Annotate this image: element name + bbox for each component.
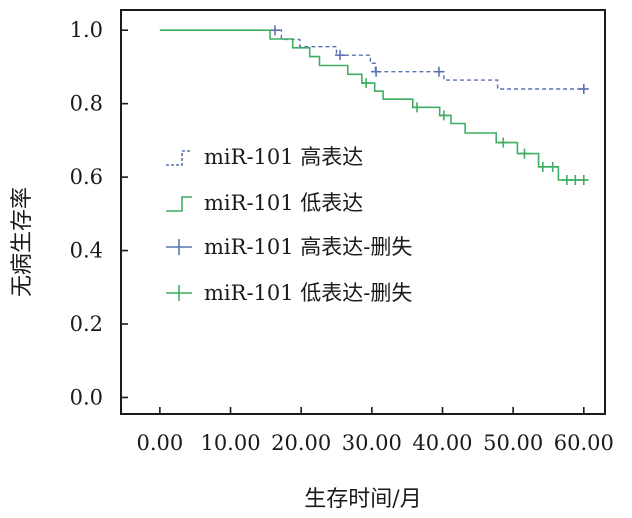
censor-mark-high [335, 50, 346, 61]
legend-label: miR-101 高表达 [204, 145, 363, 169]
censor-mark-low [498, 137, 509, 148]
y-tick-label: 0.0 [70, 385, 103, 409]
censor-mark-low [547, 161, 558, 172]
censor-mark-high [578, 83, 589, 94]
censor-mark-low [412, 102, 423, 113]
censor-mark-high [371, 66, 382, 77]
y-tick-label: 0.8 [70, 92, 103, 116]
y-tick-label: 0.6 [70, 165, 103, 189]
x-tick-label: 30.00 [342, 431, 402, 455]
censor-mark-low [361, 78, 372, 89]
x-tick-label: 40.00 [412, 431, 472, 455]
legend-label: miR-101 高表达-删失 [204, 235, 412, 259]
censor-mark-high [270, 25, 281, 36]
y-tick-label: 0.4 [70, 239, 103, 263]
x-axis-label: 生存时间/月 [304, 487, 421, 512]
axis-ticks: 0.00 10.00 20.00 30.00 40.00 50.00 60.00 0.0 0.2… [70, 18, 614, 455]
censor-mark-low [519, 148, 530, 159]
legend-label: miR-101 低表达-删失 [204, 281, 412, 305]
x-tick-label: 60.00 [554, 431, 614, 455]
series-layer [159, 25, 589, 186]
legend-line-swatch [166, 150, 192, 166]
censor-mark-low [570, 175, 581, 186]
censor-mark-high [433, 66, 444, 77]
censor-mark-low [561, 175, 572, 186]
plot-frame [120, 9, 606, 415]
legend: miR-101 高表达 miR-101 低表达 miR-101 高表达-删失 miR-… [166, 145, 412, 305]
legend-censor-swatch [166, 285, 192, 301]
y-tick-label: 0.2 [70, 312, 103, 336]
y-axis-label: 无病生存率 [10, 187, 35, 297]
x-tick-label: 10.00 [200, 431, 260, 455]
y-tick-label: 1.0 [70, 18, 103, 42]
legend-line-swatch [166, 196, 192, 212]
censor-mark-low [438, 110, 449, 121]
x-tick-label: 20.00 [271, 431, 331, 455]
series-line-high [159, 29, 584, 90]
censor-mark-low [537, 161, 548, 172]
legend-censor-swatch [166, 239, 192, 255]
legend-label: miR-101 低表达 [204, 191, 363, 215]
x-tick-label: 50.00 [483, 431, 543, 455]
censor-mark-low [578, 175, 589, 186]
x-tick-label: 0.00 [136, 431, 183, 455]
series-line-low [159, 29, 584, 181]
